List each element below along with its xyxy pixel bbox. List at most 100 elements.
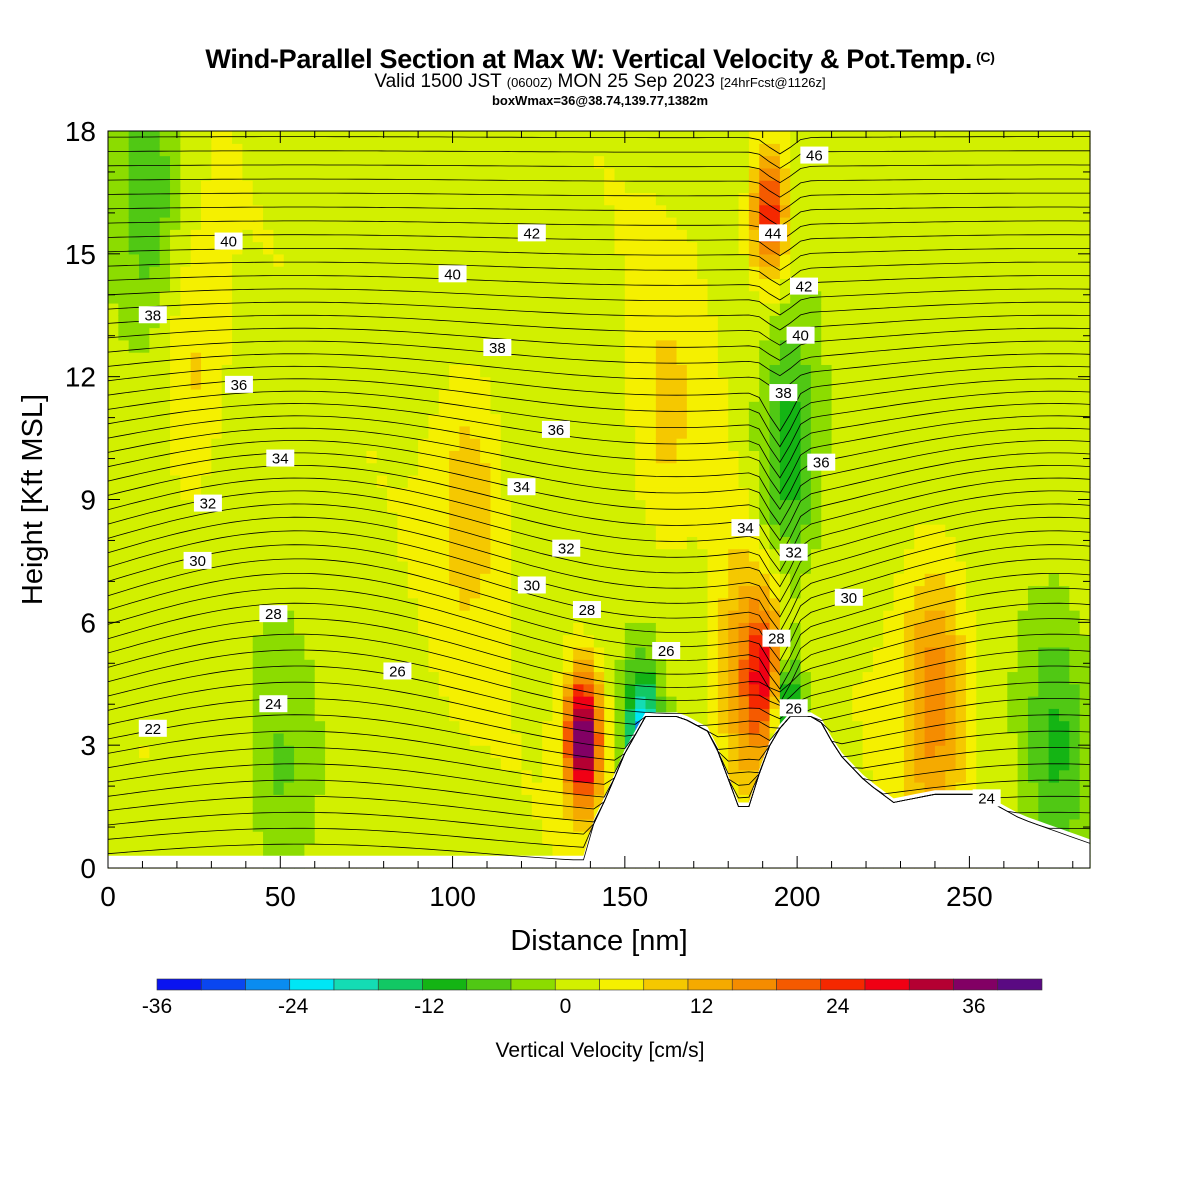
velocity-cell (108, 757, 119, 771)
velocity-cell (666, 155, 678, 169)
velocity-cell (201, 290, 212, 304)
velocity-cell (666, 597, 678, 611)
velocity-cell (821, 266, 833, 279)
velocity-cell (159, 499, 171, 513)
velocity-cell (304, 253, 316, 267)
velocity-cell (903, 131, 915, 144)
velocity-cell (273, 474, 285, 488)
velocity-cell (201, 597, 212, 611)
velocity-cell (428, 216, 440, 230)
velocity-cell (335, 352, 347, 365)
velocity-cell (531, 659, 543, 673)
velocity-cell (893, 671, 905, 685)
velocity-cell (397, 315, 409, 329)
velocity-cell (428, 634, 440, 648)
velocity-cell (376, 401, 388, 415)
velocity-cell (903, 167, 915, 181)
velocity-cell (128, 818, 140, 832)
velocity-cell (717, 143, 729, 157)
velocity-cell (542, 806, 554, 820)
velocity-cell (128, 180, 140, 194)
velocity-cell (831, 524, 843, 537)
velocity-cell (232, 646, 243, 660)
velocity-cell (810, 339, 822, 353)
velocity-cell (108, 511, 119, 525)
velocity-cell (759, 131, 771, 144)
velocity-cell (562, 757, 574, 771)
velocity-cell (335, 818, 347, 832)
velocity-cell (831, 266, 843, 279)
velocity-cell (779, 671, 791, 685)
velocity-cell (149, 253, 161, 267)
velocity-cell (883, 573, 895, 587)
velocity-cell (108, 843, 119, 857)
velocity-cell (139, 425, 150, 439)
velocity-cell (366, 388, 378, 402)
velocity-cell (676, 278, 688, 292)
velocity-cell (480, 622, 492, 636)
velocity-cell (635, 253, 647, 267)
velocity-cell (263, 585, 274, 599)
velocity-cell (335, 425, 347, 439)
velocity-cell (304, 524, 316, 537)
velocity-cell (655, 290, 667, 304)
velocity-cell (387, 425, 399, 439)
velocity-cell (221, 192, 233, 206)
velocity-cell (821, 548, 833, 562)
velocity-cell (531, 634, 543, 648)
velocity-cell (790, 352, 802, 365)
velocity-cell (190, 720, 202, 734)
velocity-cell (304, 843, 316, 857)
velocity-cell (821, 536, 833, 550)
velocity-cell (356, 167, 368, 181)
velocity-cell (676, 671, 688, 685)
velocity-cell (738, 229, 750, 243)
velocity-cell (190, 253, 202, 267)
velocity-cell (583, 524, 595, 537)
velocity-cell (635, 646, 647, 660)
velocity-cell (841, 573, 853, 587)
velocity-cell (459, 597, 471, 611)
velocity-cell (418, 278, 430, 292)
velocity-cell (728, 450, 740, 464)
velocity-cell (831, 732, 843, 746)
velocity-cell (366, 511, 378, 525)
velocity-cell (686, 696, 698, 709)
velocity-cell (273, 155, 285, 169)
velocity-cell (180, 536, 192, 550)
velocity-cell (686, 266, 698, 279)
velocity-cell (201, 216, 212, 230)
velocity-cell (924, 696, 936, 709)
velocity-cell (128, 499, 140, 513)
velocity-cell (221, 659, 233, 673)
velocity-cell (697, 696, 709, 709)
velocity-cell (459, 659, 471, 673)
velocity-cell (221, 474, 233, 488)
velocity-cell (852, 376, 864, 390)
velocity-cell (521, 732, 533, 746)
velocity-cell (790, 573, 802, 587)
velocity-cell (294, 425, 305, 439)
velocity-cell (304, 376, 316, 390)
velocity-cell (407, 438, 419, 451)
velocity-cell (552, 757, 564, 771)
velocity-cell (841, 155, 853, 169)
velocity-cell (438, 180, 450, 194)
velocity-cell (128, 511, 140, 525)
velocity-cell (511, 401, 523, 415)
velocity-cell (128, 622, 140, 636)
velocity-cell (862, 622, 874, 636)
velocity-cell (438, 462, 450, 476)
velocity-cell (955, 413, 967, 427)
velocity-cell (552, 364, 564, 378)
velocity-cell (139, 708, 150, 722)
velocity-cell (387, 634, 399, 648)
velocity-cell (469, 438, 481, 451)
velocity-cell (314, 610, 326, 623)
velocity-cell (872, 388, 884, 402)
velocity-cell (397, 831, 409, 845)
velocity-cell (914, 782, 926, 795)
velocity-cell (128, 708, 140, 722)
velocity-cell (273, 597, 285, 611)
velocity-cell (304, 745, 316, 759)
